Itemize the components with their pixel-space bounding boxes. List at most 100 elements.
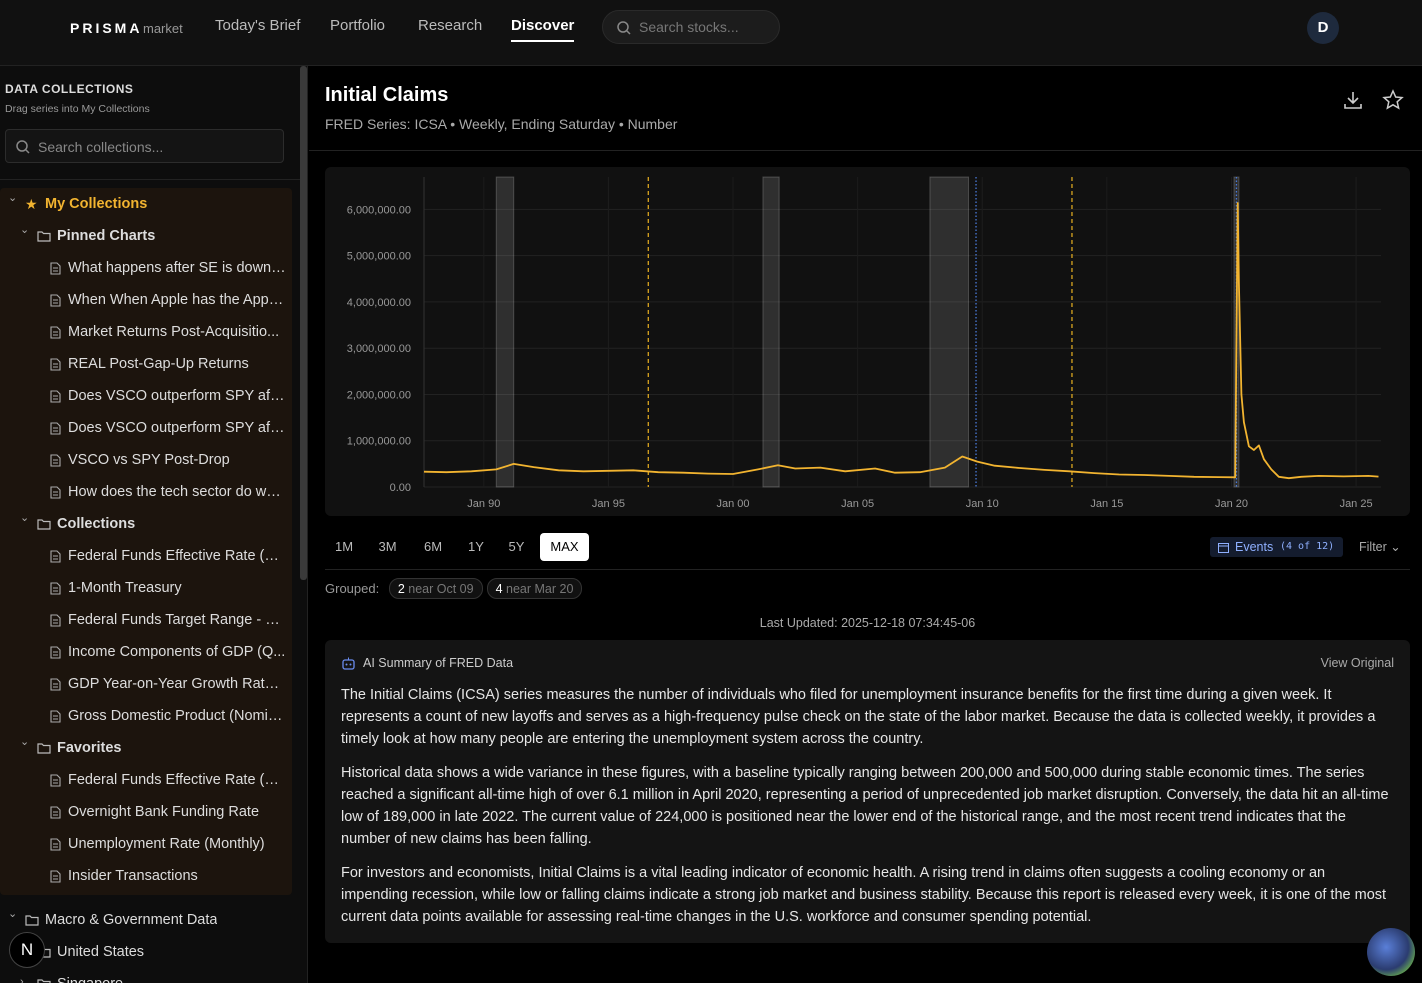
divider <box>309 150 1422 151</box>
brand[interactable]: PRISMA <box>70 20 143 36</box>
icon <box>50 294 61 307</box>
tree-item[interactable]: Gross Domestic Product (Nomin... <box>68 708 286 724</box>
tree-folder[interactable]: Collections <box>57 516 136 532</box>
icon <box>37 742 51 754</box>
last-updated: Last Updated: 2025-12-18 07:34:45-06 <box>759 616 976 630</box>
recession-band <box>929 176 970 488</box>
icon <box>50 486 61 499</box>
chips: 2 near Oct 09 4 near Mar 20 <box>388 578 587 599</box>
y-tick-label: 1,000,000.00 <box>347 436 411 448</box>
sidebar-title: DATA COLLECTIONS <box>5 82 134 96</box>
search-placeholder: Search collections... <box>38 139 164 155</box>
tree-folder[interactable]: Singapore <box>57 968 123 983</box>
events-count: (4 of 12) <box>1280 541 1335 552</box>
icon <box>50 326 61 339</box>
tree-folder[interactable]: Pinned Charts <box>57 228 156 244</box>
y-tick-label: 6,000,000.00 <box>347 204 411 216</box>
recession-band <box>495 176 515 488</box>
my-collections-panel <box>0 188 292 895</box>
tree-item[interactable]: VSCO vs SPY Post-Drop <box>68 452 230 468</box>
stock-search[interactable]: Search stocks... <box>602 10 780 44</box>
tree-item[interactable]: When When Apple has the Apple ... <box>68 292 286 308</box>
tree-item[interactable]: GDP Year-on-Year Growth Rate ... <box>68 676 286 692</box>
group-chip[interactable]: 4 near Mar 20 <box>486 578 583 599</box>
y-tick-label: 3,000,000.00 <box>347 343 411 355</box>
icon-glyph <box>50 262 61 275</box>
icon-glyph <box>37 231 51 242</box>
events-button[interactable]: Events (4 of 12) <box>1210 537 1343 557</box>
icon <box>37 978 51 983</box>
x-tick-label: Jan 05 <box>841 498 874 510</box>
summary-card: AI Summary of FRED Data View Original Th… <box>325 640 1410 943</box>
tree-item[interactable]: Federal Funds Target Range - U... <box>68 612 286 628</box>
range-button[interactable]: MAX <box>540 533 589 561</box>
divider <box>325 569 1410 570</box>
y-tick-label: 0.00 <box>390 482 411 494</box>
tree-item[interactable]: Does VSCO outperform SPY afte... <box>68 420 286 436</box>
icon-glyph <box>50 646 61 659</box>
icon-glyph <box>50 582 61 595</box>
tree-item[interactable]: Market Returns Post-Acquisitio... <box>68 324 280 340</box>
range-button[interactable]: 3M <box>378 539 397 554</box>
icon-glyph <box>50 806 61 819</box>
tree-item[interactable]: Overnight Bank Funding Rate <box>68 804 260 820</box>
tree-item[interactable]: Income Components of GDP (Q... <box>68 644 286 660</box>
tree-item[interactable]: How does the tech sector do wh... <box>68 484 286 500</box>
grouped-row: Grouped: 2 near Oct 09 4 near Mar 20 <box>325 578 586 599</box>
icon <box>37 230 51 242</box>
icon-glyph <box>50 870 61 883</box>
icon <box>50 646 61 659</box>
tree-folder[interactable]: Macro & Government Data <box>45 912 218 928</box>
range-button[interactable]: 5Y <box>508 539 525 554</box>
calendar-icon <box>1218 543 1229 553</box>
chevron: ⌄ <box>8 192 18 204</box>
range-button[interactable]: 1M <box>334 539 354 554</box>
nav-link[interactable]: Discover <box>511 17 575 42</box>
assistant-bubble[interactable] <box>1367 928 1415 976</box>
tree-item[interactable]: Unemployment Rate (Monthly) <box>68 836 265 852</box>
nav-link[interactable]: Today's Brief <box>215 17 301 34</box>
chip-label: near Oct 09 <box>408 582 474 596</box>
download-button[interactable] <box>1342 89 1364 111</box>
icon <box>50 806 61 819</box>
filter-button[interactable]: Filter ⌄ <box>1359 540 1401 554</box>
icon-glyph <box>50 486 61 499</box>
chip-count: 4 <box>495 582 503 596</box>
icon <box>50 678 61 691</box>
dev-badge[interactable]: N <box>9 932 45 968</box>
tree-item[interactable]: What happens after SE is down 4... <box>68 260 286 276</box>
tree-item[interactable]: Federal Funds Effective Rate (M... <box>68 548 286 564</box>
nav-link[interactable]: Portfolio <box>330 17 386 34</box>
tree-item[interactable]: Federal Funds Effective Rate (M... <box>68 772 286 788</box>
icon <box>37 518 51 530</box>
top-nav: PRISMA market Today's Brief Portfolio Rese… <box>0 0 1422 66</box>
scrollbar <box>300 66 307 580</box>
range-button[interactable]: 1Y <box>468 539 484 554</box>
x-tick-label: Jan 90 <box>467 498 500 510</box>
avatar[interactable]: D <box>1307 12 1339 44</box>
icon <box>50 710 61 723</box>
x-tick-label: Jan 10 <box>966 498 999 510</box>
summary-title: AI Summary of FRED Data <box>363 656 514 670</box>
tree-item[interactable]: REAL Post-Gap-Up Returns <box>68 356 249 372</box>
tree-folder[interactable]: United States <box>57 944 145 960</box>
favorite-button[interactable] <box>1382 89 1404 111</box>
range-button[interactable]: 6M <box>423 539 443 554</box>
icon <box>50 774 61 787</box>
page-title: Initial Claims <box>325 84 449 106</box>
tree-item[interactable]: Insider Transactions <box>68 868 198 884</box>
group-chip[interactable]: 2 near Oct 09 <box>388 578 483 599</box>
tree-item[interactable]: Does VSCO outperform SPY afte... <box>68 388 286 404</box>
tree-folder[interactable]: Favorites <box>57 740 122 756</box>
tree-item[interactable]: 1-Month Treasury <box>68 580 182 596</box>
collections-search[interactable]: Search collections... <box>5 129 284 163</box>
icon-glyph <box>50 774 61 787</box>
page-subtitle: FRED Series: ICSA • Weekly, Ending Satur… <box>325 116 678 132</box>
search-icon <box>617 21 631 35</box>
icon <box>50 262 61 275</box>
nav-link[interactable]: Research <box>418 17 483 34</box>
tree-folder[interactable]: My Collections <box>45 196 148 212</box>
view-original-link[interactable]: View Original <box>1320 656 1394 670</box>
